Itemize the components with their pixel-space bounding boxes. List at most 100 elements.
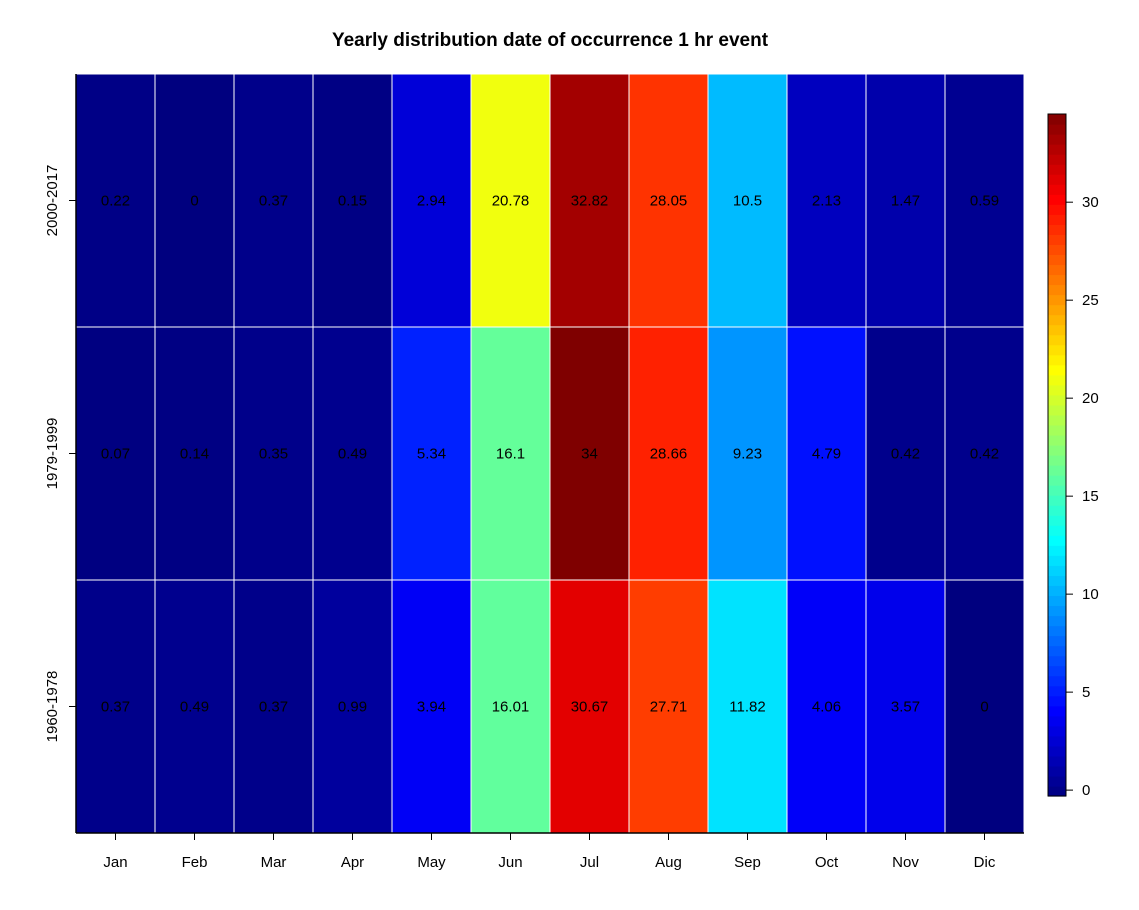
x-tick-label: Dic (974, 854, 996, 871)
x-tick-label: Apr (341, 854, 364, 871)
x-tick-label: May (417, 854, 446, 871)
colorbar-tick-label: 20 (1082, 390, 1099, 407)
cell-value-label: 0.99 (338, 699, 367, 716)
colorbar-segment (1048, 485, 1066, 496)
cell-value-label: 0.37 (259, 699, 288, 716)
cell-value-label: 20.78 (492, 193, 530, 210)
colorbar-segment (1048, 124, 1066, 135)
x-axis: Jan Feb Mar Apr May Jun Jul Aug Sep Oct Nov Dic (76, 832, 1024, 871)
colorbar-segment (1048, 274, 1066, 286)
heatmap-cell (391, 579, 472, 834)
heatmap-cell (707, 326, 788, 581)
heatmap-cell (75, 579, 156, 834)
colorbar-tick-label: 5 (1082, 684, 1090, 701)
colorbar-segment (1048, 715, 1066, 727)
cell-value-label: 0.49 (180, 699, 209, 716)
colorbar-segment (1048, 635, 1066, 647)
colorbar-segment (1048, 575, 1066, 586)
colorbar-segment (1048, 174, 1066, 185)
colorbar-segment (1048, 495, 1066, 506)
colorbar-segment (1048, 294, 1066, 306)
cell-value-label: 27.71 (650, 699, 688, 716)
colorbar-segment (1048, 244, 1066, 256)
colorbar-segment (1048, 745, 1066, 757)
chart-title: Yearly distribution date of occurrence 1… (332, 30, 769, 51)
y-axis: 2000-2017 1979-1999 1960-1978 (44, 74, 77, 833)
cell-value-label: 0.22 (101, 193, 130, 210)
heatmap-cell (786, 73, 867, 328)
x-tick-label: Oct (815, 854, 839, 871)
colorbar-segment (1048, 685, 1066, 697)
cell-value-label: 11.82 (729, 699, 765, 716)
cell-value-label: 0.37 (101, 699, 130, 716)
heatmap-cell (944, 579, 1025, 834)
colorbar-segment (1048, 184, 1066, 195)
cell-value-label: 32.82 (571, 193, 609, 210)
heatmap-cell (75, 326, 156, 581)
colorbar-segment (1048, 475, 1066, 486)
cell-value-label: 0.15 (338, 193, 367, 210)
colorbar-segment (1048, 555, 1066, 566)
colorbar-segment (1048, 625, 1066, 637)
heatmap-cell (944, 73, 1025, 328)
heatmap-cell (549, 579, 630, 834)
heatmap-cell (391, 326, 472, 581)
cell-value-label: 0.49 (338, 446, 367, 463)
colorbar-segment (1048, 655, 1066, 667)
x-tick-label: Feb (182, 854, 208, 871)
cell-value-label: 4.79 (812, 446, 841, 463)
colorbar-segment (1048, 444, 1066, 456)
colorbar-segment (1048, 354, 1066, 366)
cell-value-label: 2.94 (417, 193, 446, 210)
colorbar-tick-label: 15 (1082, 488, 1099, 505)
y-tick-label: 1960-1978 (44, 671, 61, 743)
colorbar-segment (1048, 114, 1066, 125)
heatmap-cell (549, 326, 630, 581)
cell-value-label: 0.35 (259, 446, 288, 463)
cell-value-label: 0.42 (891, 446, 920, 463)
cell-value-label: 0.59 (970, 193, 999, 210)
colorbar-segment (1048, 785, 1066, 797)
colorbar-segment (1048, 424, 1066, 436)
colorbar-segment (1048, 304, 1066, 316)
colorbar-segment (1048, 675, 1066, 687)
colorbar-segment (1048, 434, 1066, 446)
x-tick-label: Sep (734, 854, 761, 871)
cell-value-label: 0.07 (101, 446, 130, 463)
cell-value-label: 28.05 (650, 193, 688, 210)
colorbar-segment (1048, 735, 1066, 747)
colorbar-segment (1048, 374, 1066, 386)
cell-value-label: 0 (980, 699, 988, 716)
colorbar-segment (1048, 154, 1066, 165)
cell-value-label: 5.34 (417, 446, 446, 463)
x-tick-label: Mar (261, 854, 287, 871)
heatmap-cell (786, 326, 867, 581)
heatmap-cell (312, 326, 393, 581)
heatmap-cell (233, 73, 314, 328)
colorbar-tick-label: 0 (1082, 782, 1090, 799)
heatmap-cell (233, 326, 314, 581)
heatmap-cell (628, 326, 709, 581)
colorbar-segment (1048, 455, 1066, 466)
colorbar-segment (1048, 565, 1066, 576)
colorbar-segment (1048, 344, 1066, 356)
cell-value-label: 3.57 (891, 699, 920, 716)
x-tick-label: Aug (655, 854, 682, 871)
heatmap-cell (865, 326, 946, 581)
heatmap-cell (391, 73, 472, 328)
colorbar-segment (1048, 134, 1066, 145)
colorbar-segment (1048, 725, 1066, 737)
colorbar-segment (1048, 695, 1066, 707)
heatmap-cell (154, 73, 235, 328)
colorbar-tick-label: 10 (1082, 586, 1099, 603)
x-tick-label: Jan (103, 854, 127, 871)
colorbar-segment (1048, 414, 1066, 426)
colorbar-segment (1048, 234, 1066, 245)
colorbar-segment (1048, 334, 1066, 346)
colorbar-segment (1048, 765, 1066, 777)
cell-value-label: 0 (190, 193, 198, 210)
cell-value-label: 28.66 (650, 446, 688, 463)
cell-value-label: 3.94 (417, 699, 446, 716)
cell-value-label: 10.5 (733, 193, 762, 210)
colorbar-segment (1048, 665, 1066, 677)
